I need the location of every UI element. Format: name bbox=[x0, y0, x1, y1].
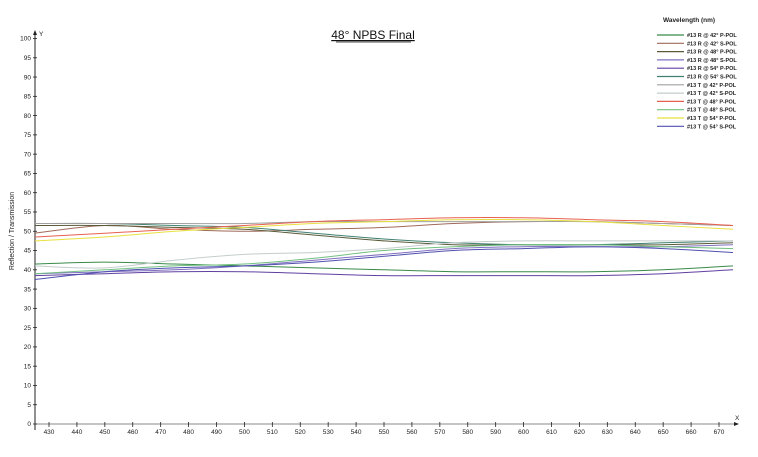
legend-entry: #13 T @ 42° S-POL bbox=[687, 91, 737, 97]
series-line bbox=[34, 243, 734, 275]
x-tick-label: 530 bbox=[323, 429, 334, 436]
y-axis-letter: Y bbox=[39, 31, 44, 38]
legend-entry: #13 R @ 42° S-POL bbox=[687, 41, 737, 47]
x-tick-label: 640 bbox=[630, 429, 641, 436]
y-tick-label: 50 bbox=[24, 228, 32, 235]
y-tick-label: 30 bbox=[24, 306, 32, 313]
y-tick-label: 5 bbox=[27, 402, 31, 409]
series-line bbox=[34, 240, 733, 269]
legend-entry: #13 R @ 48° S-POL bbox=[687, 58, 737, 64]
legend-entry: #13 T @ 48° P-POL bbox=[687, 99, 737, 105]
x-tick-label: 570 bbox=[434, 429, 445, 436]
legend-entry: #13 T @ 42° P-POL bbox=[687, 83, 737, 89]
y-tick-label: 45 bbox=[24, 248, 32, 255]
x-tick-label: 590 bbox=[490, 429, 501, 436]
x-tick-label: 490 bbox=[211, 429, 222, 436]
y-tick-label: 15 bbox=[24, 363, 32, 370]
x-axis-letter: X bbox=[735, 415, 740, 422]
x-tick-label: 650 bbox=[658, 429, 669, 436]
series-line bbox=[34, 217, 734, 238]
x-tick-label: 450 bbox=[99, 429, 110, 436]
x-tick-label: 660 bbox=[686, 429, 697, 436]
x-tick-label: 610 bbox=[546, 429, 557, 436]
y-tick-label: 25 bbox=[24, 325, 32, 332]
x-tick-label: 430 bbox=[44, 429, 55, 436]
y-tick-label: 65 bbox=[24, 171, 32, 178]
x-tick-label: 600 bbox=[518, 429, 529, 436]
x-tick-label: 440 bbox=[71, 429, 82, 436]
y-tick-label: 80 bbox=[24, 113, 32, 120]
x-tick-label: 580 bbox=[462, 429, 473, 436]
x-tick-label: 560 bbox=[406, 429, 417, 436]
x-tick-label: 470 bbox=[155, 429, 166, 436]
x-tick-label: 510 bbox=[267, 429, 278, 436]
axes: Y X bbox=[33, 30, 740, 430]
legend-entry: #13 R @ 54° S-POL bbox=[687, 75, 737, 81]
series-line bbox=[34, 246, 734, 280]
y-tick-label: 60 bbox=[24, 190, 32, 197]
y-tick-label: 100 bbox=[20, 36, 31, 43]
x-tick-label: 480 bbox=[183, 429, 194, 436]
y-axis-label: Reflection / Transmission bbox=[9, 192, 16, 270]
series-line bbox=[34, 222, 734, 246]
y-tick-label: 35 bbox=[24, 286, 32, 293]
chart-title: 48° NPBS Final bbox=[331, 28, 415, 42]
x-tick-label: 630 bbox=[602, 429, 613, 436]
y-tick-label: 0 bbox=[27, 421, 31, 428]
x-tick-label: 540 bbox=[351, 429, 362, 436]
series-line bbox=[34, 224, 734, 246]
legend-entry: #13 T @ 54° P-POL bbox=[687, 116, 737, 122]
series-line bbox=[34, 218, 734, 242]
y-tick-label: 75 bbox=[24, 132, 32, 139]
x-tick-label: 620 bbox=[574, 429, 585, 436]
x-tick-label: 670 bbox=[714, 429, 725, 436]
x-tick-label: 550 bbox=[379, 429, 390, 436]
x-tick-label: 460 bbox=[127, 429, 138, 436]
y-tick-label: 95 bbox=[24, 55, 32, 62]
y-tick-label: 40 bbox=[24, 267, 32, 274]
legend-entry: #13 T @ 48° S-POL bbox=[687, 108, 737, 114]
series-line bbox=[34, 269, 734, 277]
legend-entry: #13 R @ 42° P-POL bbox=[687, 33, 737, 39]
y-tick-label: 70 bbox=[24, 151, 32, 158]
y-tick-label: 20 bbox=[24, 344, 32, 351]
legend-title: Wavelength (nm) bbox=[663, 17, 715, 24]
legend-entry: #13 T @ 54° S-POL bbox=[687, 124, 737, 130]
y-axis-arrow bbox=[33, 30, 37, 35]
legend: Wavelength (nm) #13 R @ 42° P-POL #13 R @… bbox=[657, 17, 737, 130]
legend-entry: #13 R @ 48° P-POL bbox=[687, 50, 737, 56]
y-tick-label: 55 bbox=[24, 209, 32, 216]
x-axis-arrow bbox=[734, 422, 739, 426]
series-line bbox=[34, 261, 734, 273]
legend-entry: #13 R @ 54° P-POL bbox=[687, 66, 737, 72]
y-tick-label: 85 bbox=[24, 94, 32, 101]
x-tick-label: 500 bbox=[239, 429, 250, 436]
y-tick-label: 90 bbox=[24, 74, 32, 81]
y-tick-label: 10 bbox=[24, 383, 32, 390]
x-tick-label: 520 bbox=[295, 429, 306, 436]
